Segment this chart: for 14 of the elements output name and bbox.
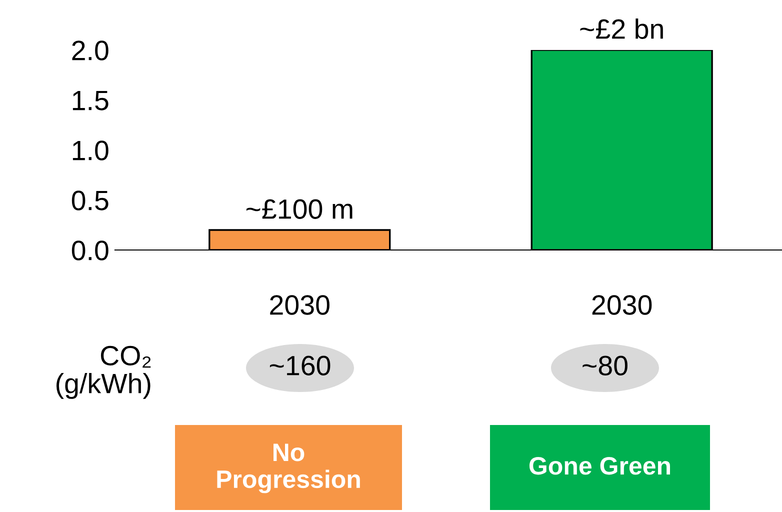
- y-tick-label: 1.5: [72, 90, 108, 110]
- text: Gone Green: [529, 457, 670, 475]
- y-tick-label: 0.0: [72, 240, 108, 260]
- text: No Progression: [217, 444, 360, 494]
- text: CO₂ (g/kWh): [56, 346, 151, 399]
- text: ~80: [582, 356, 628, 376]
- y-tick-label: 1.0: [72, 140, 108, 160]
- y-tick-label: 2.0: [72, 40, 108, 60]
- text: ~160: [270, 356, 330, 376]
- x-tick-label: 2030: [592, 295, 652, 315]
- annotation: ~£100 m: [246, 199, 352, 219]
- y-tick-label: 0.5: [72, 190, 108, 210]
- x-tick-label: 2030: [270, 295, 330, 315]
- text: ~£2 bn: [580, 18, 663, 39]
